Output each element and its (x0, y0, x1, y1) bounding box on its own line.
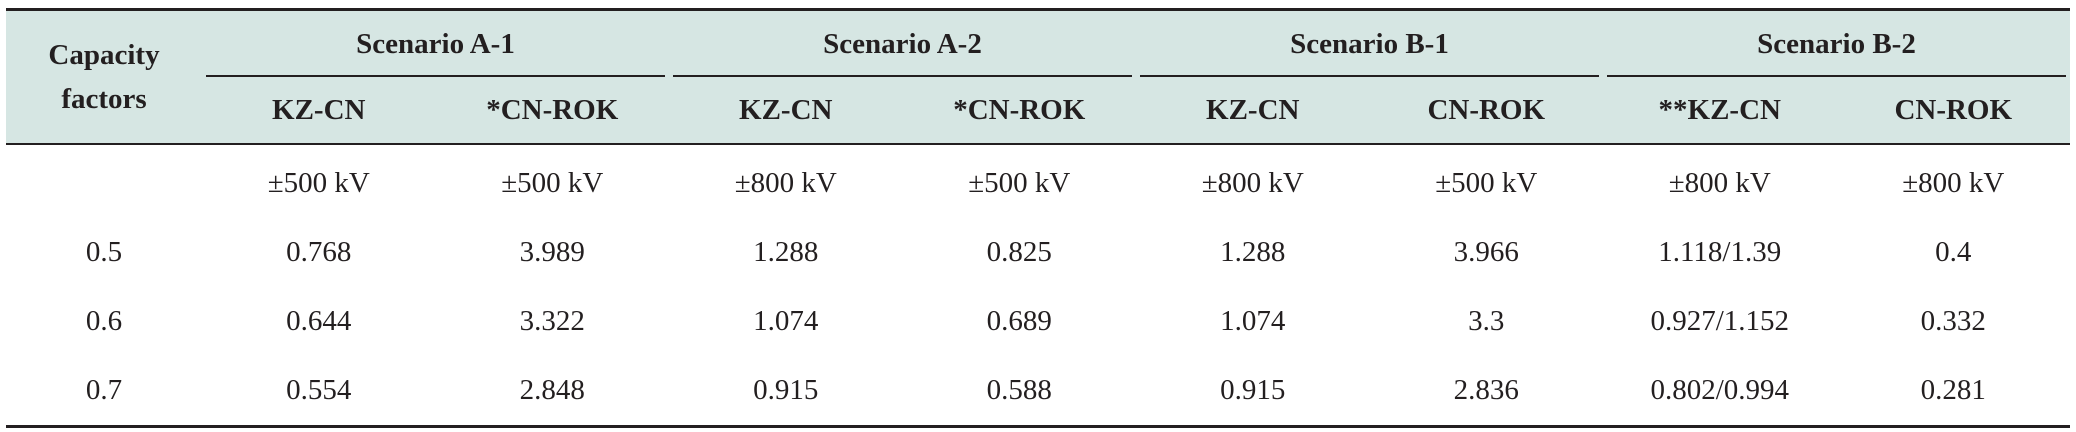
header-row-links: KZ-CN *CN-ROK KZ-CN *CN-ROK KZ-CN CN-ROK… (6, 77, 2070, 145)
sub-header-b1-link1: KZ-CN (1136, 77, 1370, 145)
group-underline (1140, 75, 1599, 77)
header-row-groups: Capacity factors Scenario A-1 Scenario A… (6, 8, 2070, 145)
row-factor: 0.7 (6, 356, 202, 428)
table-cell: 1.074 (1220, 305, 1286, 337)
table-body: ±500 kV ±500 kV ±800 kV ±500 kV ±800 kV … (6, 144, 2070, 428)
table-cell: ±800 kV (1668, 167, 1771, 199)
group-label: Scenario B-1 (1290, 27, 1449, 60)
table-cell: 1.288 (753, 236, 819, 268)
sub-header-b2-link2: CN-ROK (1836, 77, 2070, 145)
table-cell: 0.281 (1836, 356, 2070, 428)
table-cell: ±800 kV (1201, 167, 1304, 199)
table-cell: 2.848 (435, 356, 669, 428)
table-cell: 0.332 (1920, 305, 1986, 337)
table-cell: 3.3 (1468, 305, 1505, 337)
table-cell: 1.288 (1220, 236, 1286, 268)
table-cell: ±500 kV (968, 167, 1071, 199)
table-cell: 1.074 (753, 305, 819, 337)
capacity-factors-table: Capacity factors Scenario A-1 Scenario A… (6, 8, 2070, 428)
group-label: Scenario A-2 (823, 27, 982, 60)
table-cell: 0.802/0.994 (1603, 356, 1837, 428)
table-cell: 3.966 (1453, 236, 1519, 268)
group-header-scenario-a1: Scenario A-1 (202, 8, 669, 77)
sub-header-a2-link2: *CN-ROK (902, 77, 1136, 145)
group-label: Scenario A-1 (356, 27, 515, 60)
table-cell: 0.588 (902, 356, 1136, 428)
table-cell: 2.836 (1369, 356, 1603, 428)
table-cell: ±500 kV (501, 167, 604, 199)
table-cell: 1.118/1.39 (1658, 236, 1782, 268)
table-cell: 0.4 (1935, 236, 1972, 268)
table-cell: 3.322 (519, 305, 585, 337)
table-cell: ±800 kV (1902, 167, 2005, 199)
table-cell: 0.927/1.152 (1650, 305, 1790, 337)
table-row-0-7: 0.7 0.554 2.848 0.915 0.588 0.915 2.836 … (6, 356, 2070, 428)
group-underline (1607, 75, 2066, 77)
table-cell: 0.768 (286, 236, 352, 268)
group-underline (673, 75, 1132, 77)
sub-header-a1-link2: *CN-ROK (435, 77, 669, 145)
row-factor: 0.5 (85, 236, 123, 268)
table-cell: 0.554 (202, 356, 436, 428)
row-factor: 0.6 (85, 305, 123, 337)
table-cell: ±800 kV (734, 167, 837, 199)
table-cell: 0.825 (986, 236, 1052, 268)
table-header: Capacity factors Scenario A-1 Scenario A… (6, 8, 2070, 145)
table-cell: 3.989 (519, 236, 585, 268)
group-underline (206, 75, 665, 77)
table-cell: 0.915 (669, 356, 903, 428)
table-row-voltage: ±500 kV ±500 kV ±800 kV ±500 kV ±800 kV … (6, 144, 2070, 218)
data-table-container: Capacity factors Scenario A-1 Scenario A… (6, 8, 2070, 428)
row-header-capacity-factors: Capacity factors (6, 8, 202, 145)
sub-header-b2-link1: **KZ-CN (1603, 77, 1837, 145)
group-header-scenario-b2: Scenario B-2 (1603, 8, 2070, 77)
table-cell: 0.644 (286, 305, 352, 337)
table-cell: 0.689 (986, 305, 1052, 337)
sub-header-a2-link1: KZ-CN (669, 77, 903, 145)
group-header-scenario-b1: Scenario B-1 (1136, 8, 1603, 77)
table-cell: 0.915 (1136, 356, 1370, 428)
sub-header-b1-link2: CN-ROK (1369, 77, 1603, 145)
table-row-0-6: 0.6 0.644 3.322 1.074 0.689 1.074 3.3 0.… (6, 287, 2070, 356)
sub-header-a1-link1: KZ-CN (202, 77, 436, 145)
group-header-scenario-a2: Scenario A-2 (669, 8, 1136, 77)
table-cell: ±500 kV (1435, 167, 1538, 199)
table-row-0-5: 0.5 0.768 3.989 1.288 0.825 1.288 3.966 … (6, 218, 2070, 287)
table-cell: ±500 kV (267, 167, 370, 199)
group-label: Scenario B-2 (1757, 27, 1916, 60)
row-factor (6, 144, 202, 218)
